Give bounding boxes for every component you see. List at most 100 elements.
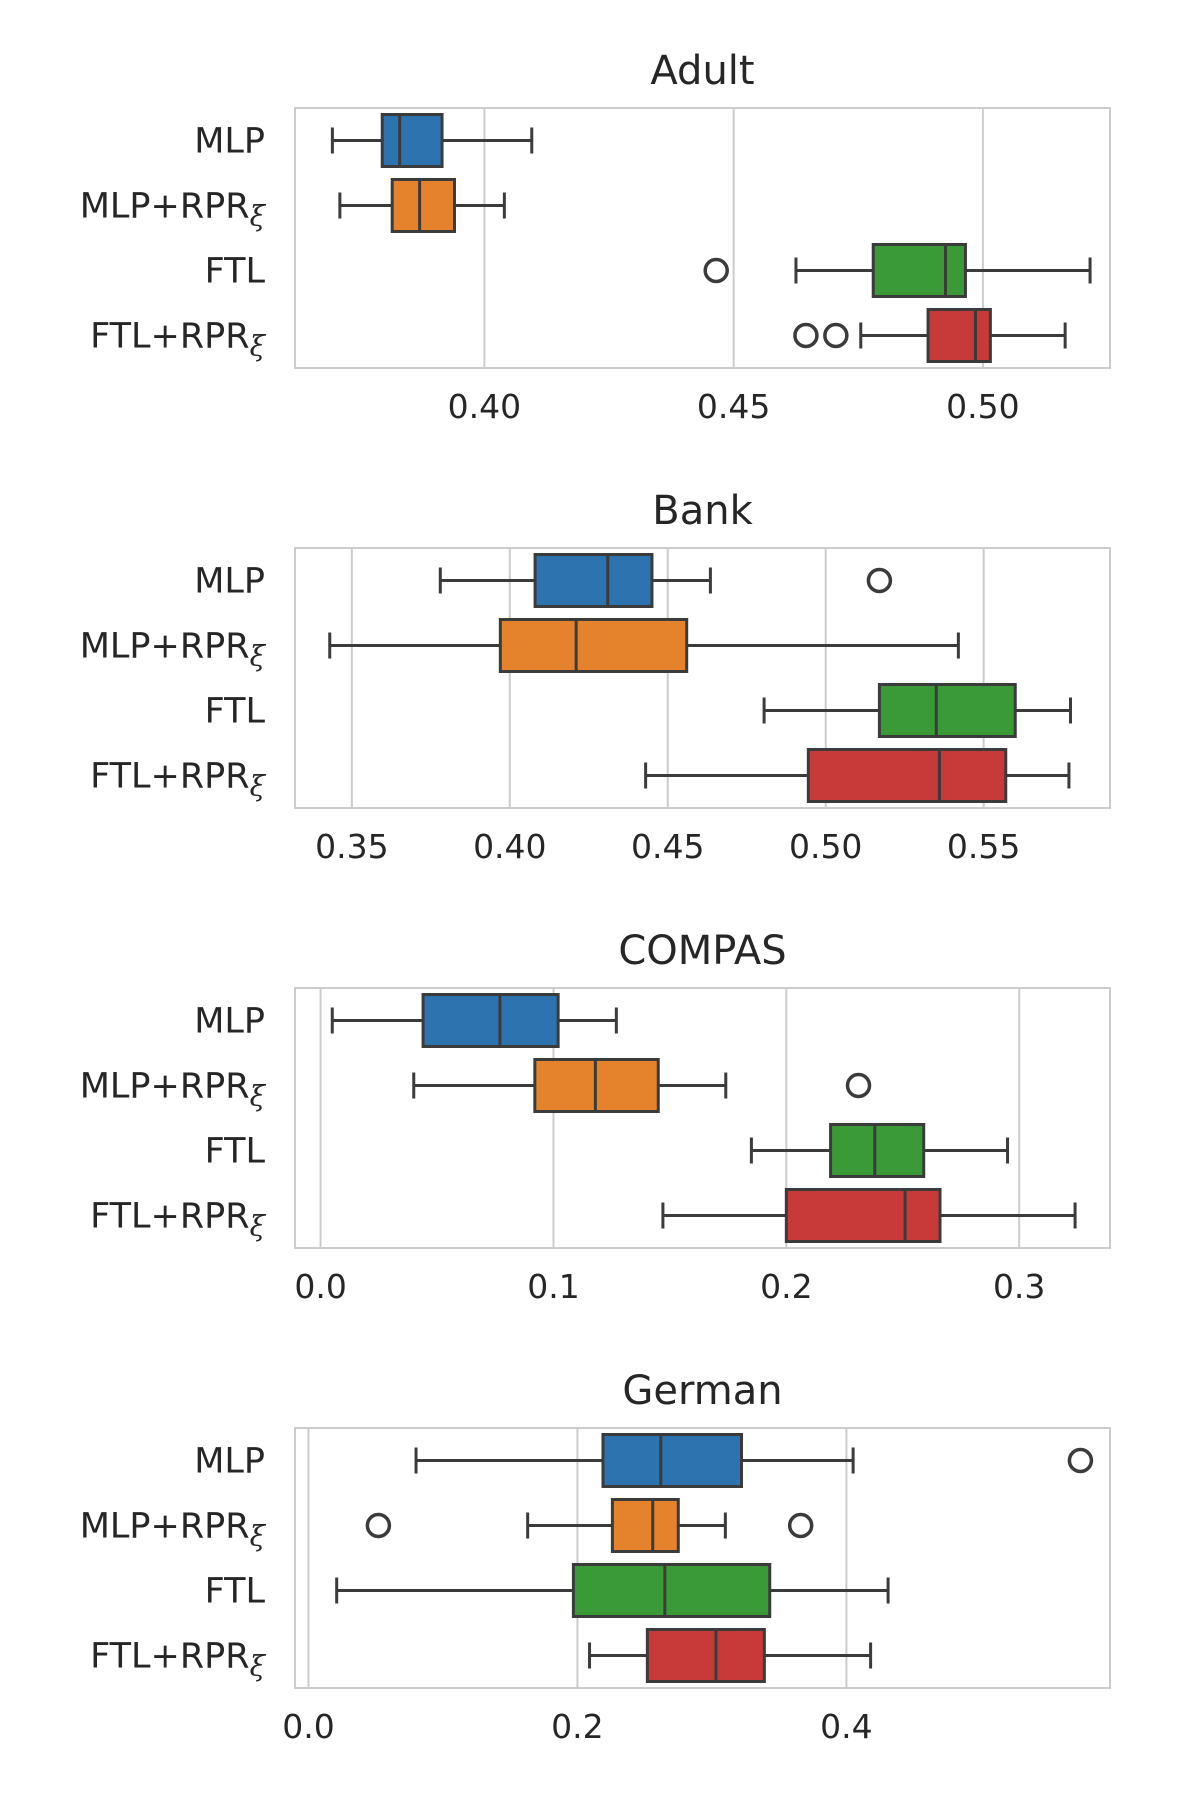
box-ftl-plus-rpr: FTL+RPRξ: [90, 1628, 873, 1683]
box-ftl-plus-rpr: FTL+RPRξ: [90, 748, 1071, 803]
outlier-point: [1067, 1447, 1094, 1474]
plot-frame: [294, 107, 1111, 369]
iqr-box: [610, 1498, 680, 1553]
y-tick-label-base: FTL: [205, 1132, 266, 1172]
y-tick-label-subscript: ξ: [250, 1080, 267, 1113]
y-tick-label: MLP+RPRξ: [80, 1507, 267, 1553]
box-ftl: FTL: [205, 683, 1073, 738]
y-tick-label: MLP+RPRξ: [80, 627, 267, 673]
iqr-box: [871, 243, 967, 298]
y-tick-label: MLP+RPRξ: [80, 1067, 267, 1113]
x-tick-label: 0.2: [760, 1267, 812, 1306]
box-mlp: MLP: [194, 1433, 1094, 1488]
iqr-box: [390, 178, 457, 233]
x-tick-label: 0.40: [473, 827, 546, 866]
y-tick-label-base: FTL: [205, 252, 266, 292]
iqr-box: [421, 993, 560, 1048]
y-tick-label-base: MLP+RPR: [80, 1067, 250, 1107]
y-tick-label-subscript: ξ: [250, 1210, 267, 1243]
iqr-box: [380, 113, 444, 168]
plot-frame: [294, 987, 1111, 1249]
y-tick-label: FTL+RPRξ: [90, 317, 266, 363]
y-tick-label: MLP: [194, 1002, 265, 1042]
y-tick-label-subscript: ξ: [250, 640, 267, 673]
chart-title: Adult: [650, 48, 754, 94]
x-tick-label: 0.3: [993, 1267, 1045, 1306]
outlier-point: [703, 257, 729, 284]
y-tick-label-base: FTL+RPR: [90, 317, 249, 357]
y-tick-label: FTL+RPRξ: [90, 1197, 266, 1243]
chart-title: Bank: [652, 488, 753, 534]
y-tick-label-base: MLP+RPR: [80, 627, 250, 667]
y-tick-label-subscript: ξ: [250, 770, 267, 803]
box-mlp: MLP: [194, 113, 534, 168]
y-tick-label: FTL+RPRξ: [90, 757, 266, 803]
y-tick-label: FTL: [205, 1572, 266, 1612]
outlier-point: [787, 1512, 814, 1539]
x-tick-label: 0.40: [448, 387, 521, 426]
box-ftl: FTL: [205, 243, 1092, 298]
x-tick-label: 0.35: [315, 827, 388, 866]
x-tick-label: 0.50: [789, 827, 862, 866]
outlier-point: [365, 1512, 392, 1539]
iqr-box: [877, 683, 1017, 738]
box-mlp-plus-rpr: MLP+RPRξ: [80, 178, 506, 233]
x-tick-label: 0.2: [551, 1707, 603, 1746]
box-mlp: MLP: [194, 993, 618, 1048]
y-tick-label: MLP: [194, 562, 265, 602]
plot-frame: [294, 547, 1111, 809]
y-tick-label-base: FTL: [205, 1572, 266, 1612]
box-ftl: FTL: [205, 1123, 1010, 1178]
x-tick-label: 0.45: [631, 827, 704, 866]
box-ftl-plus-rpr: FTL+RPRξ: [90, 1188, 1077, 1243]
y-tick-label: FTL: [205, 692, 266, 732]
y-tick-label-base: FTL+RPR: [90, 1197, 249, 1237]
y-tick-label: MLP: [194, 1442, 265, 1482]
box-mlp-plus-rpr: MLP+RPRξ: [80, 618, 960, 673]
x-tick-label: 0.1: [527, 1267, 579, 1306]
box-mlp-plus-rpr: MLP+RPRξ: [80, 1058, 872, 1113]
iqr-box: [533, 553, 654, 608]
y-tick-label: FTL: [205, 1132, 266, 1172]
x-tick-label: 0.55: [947, 827, 1020, 866]
x-tick-label: 0.50: [946, 387, 1019, 426]
iqr-box: [645, 1628, 766, 1683]
outlier-point: [823, 322, 849, 349]
y-tick-label: FTL: [205, 252, 266, 292]
y-tick-label-subscript: ξ: [250, 1650, 267, 1683]
y-tick-label: MLP: [194, 122, 265, 162]
y-tick-label-subscript: ξ: [250, 330, 267, 363]
iqr-box: [829, 1123, 926, 1178]
y-tick-label-base: MLP: [194, 562, 265, 602]
outlier-point: [845, 1072, 872, 1099]
y-tick-label-base: FTL: [205, 692, 266, 732]
y-tick-label-base: FTL+RPR: [90, 757, 249, 797]
box-ftl: FTL: [205, 1563, 890, 1618]
y-tick-label-base: MLP+RPR: [80, 1507, 250, 1547]
x-tick-label: 0.0: [282, 1707, 334, 1746]
box-ftl-plus-rpr: FTL+RPRξ: [90, 308, 1067, 363]
iqr-box: [601, 1433, 744, 1488]
chart-title: COMPAS: [618, 928, 786, 974]
iqr-box: [784, 1188, 942, 1243]
iqr-box: [926, 308, 992, 363]
x-tick-label: 0.0: [294, 1267, 346, 1306]
plot-frame: [294, 1427, 1111, 1689]
y-tick-label-base: FTL+RPR: [90, 1637, 249, 1677]
iqr-box: [806, 748, 1008, 803]
box-mlp: MLP: [194, 553, 893, 608]
iqr-box: [498, 618, 689, 673]
outlier-point: [866, 567, 893, 594]
x-tick-label: 0.4: [820, 1707, 872, 1746]
y-tick-label-base: MLP: [194, 122, 265, 162]
y-tick-label-base: MLP: [194, 1002, 265, 1042]
iqr-box: [571, 1563, 772, 1618]
y-tick-label: FTL+RPRξ: [90, 1637, 266, 1683]
y-tick-label-subscript: ξ: [250, 200, 267, 233]
outlier-point: [793, 322, 819, 349]
y-tick-label: MLP+RPRξ: [80, 187, 267, 233]
